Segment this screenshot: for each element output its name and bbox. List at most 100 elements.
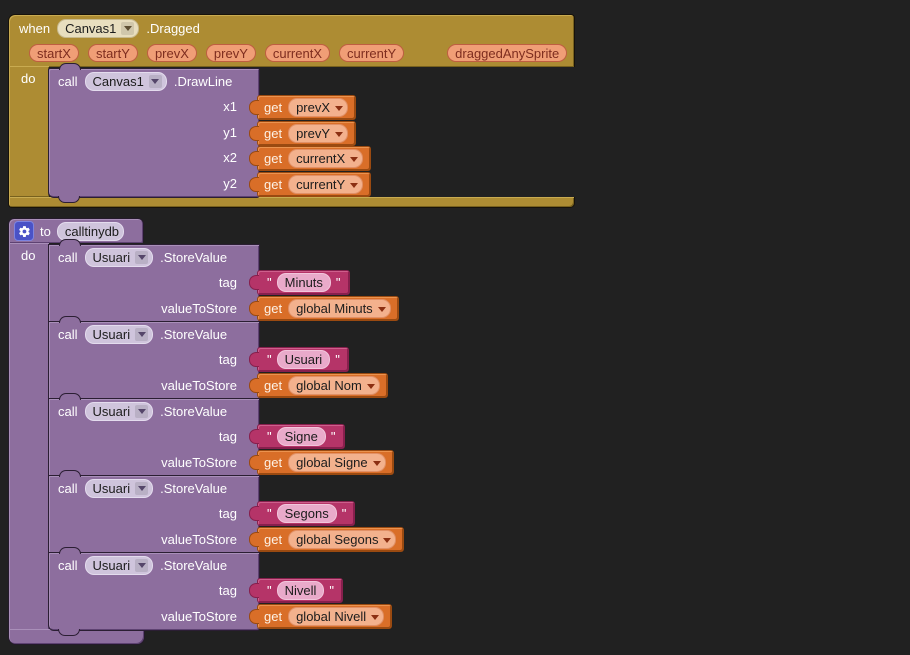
chevron-down-icon[interactable] <box>350 182 359 192</box>
string-quote: " <box>335 352 340 367</box>
string-value-field[interactable]: Nivell <box>276 581 325 600</box>
storevalue-call-block-2[interactable]: call Usuari .StoreValue tag valueToStore <box>48 316 260 400</box>
string-value-field[interactable]: Segons <box>276 504 337 523</box>
component-dropdown[interactable]: Usuari <box>84 556 154 575</box>
when-dragged-event-block[interactable]: when Canvas1 .Dragged startX startY prev… <box>8 14 575 67</box>
param-starty[interactable]: startY <box>87 44 138 62</box>
variable-dropdown[interactable]: global Nivell <box>288 607 385 626</box>
chevron-down-icon[interactable] <box>135 405 149 418</box>
string-value: Signe <box>284 429 318 444</box>
chevron-down-icon[interactable] <box>335 131 344 141</box>
variable-dropdown[interactable]: currentX <box>288 149 364 168</box>
valuetostore-label: valueToStore <box>161 609 237 624</box>
variable-dropdown[interactable]: global Minuts <box>288 299 391 318</box>
chevron-down-icon[interactable] <box>135 251 149 264</box>
variable-name: prevY <box>296 126 331 141</box>
chevron-down-icon[interactable] <box>383 537 392 547</box>
string-value-field[interactable]: Signe <box>276 427 326 446</box>
component-dropdown[interactable]: Usuari <box>84 325 154 344</box>
get-global-minuts-block[interactable]: get global Minuts <box>249 296 399 321</box>
connector-plug <box>249 177 259 192</box>
component-dropdown-value: Usuari <box>92 250 131 265</box>
text-string-block[interactable]: " Usuari " <box>249 347 349 372</box>
variable-dropdown[interactable]: prevY <box>288 124 349 143</box>
connector-plug <box>249 275 259 290</box>
gear-icon[interactable] <box>14 221 34 241</box>
variable-name: currentX <box>296 151 346 166</box>
storevalue-call-block-4[interactable]: call Usuari .StoreValue tag valueToStore <box>48 470 260 554</box>
chevron-down-icon[interactable] <box>135 328 149 341</box>
component-dropdown[interactable]: Usuari <box>84 248 154 267</box>
string-value-field[interactable]: Minuts <box>276 273 331 292</box>
when-keyword: when <box>19 20 51 36</box>
call-keyword: call <box>58 250 78 265</box>
storevalue-call-block-5[interactable]: call Usuari .StoreValue tag valueToStore <box>48 547 260 631</box>
get-global-nom-block[interactable]: get global Nom <box>249 373 388 398</box>
chevron-down-icon[interactable] <box>372 460 381 470</box>
param-draggedanysprite[interactable]: draggedAnySprite <box>447 44 568 62</box>
procedure-foot <box>8 629 145 645</box>
next-connector-tab <box>58 629 80 636</box>
procedure-block-header[interactable]: to calltinydb <box>8 218 144 243</box>
storevalue-call-block-3[interactable]: call Usuari .StoreValue tag valueToStore <box>48 393 260 477</box>
drawline-call-block[interactable]: call Canvas1 .DrawLine x1 y1 x2 y2 <box>48 63 260 198</box>
param-prevx[interactable]: prevX <box>146 44 197 62</box>
text-string-block[interactable]: " Segons " <box>249 501 356 526</box>
chevron-down-icon[interactable] <box>350 156 359 166</box>
call-keyword: call <box>58 481 78 496</box>
get-keyword: get <box>264 532 283 547</box>
tag-label: tag <box>218 583 237 598</box>
text-string-block[interactable]: " Nivell " <box>249 578 344 603</box>
get-global-signe-block[interactable]: get global Signe <box>249 450 394 475</box>
component-dropdown[interactable]: Usuari <box>84 402 154 421</box>
storevalue-call-block-1[interactable]: call Usuari .StoreValue tag valueToStore <box>48 239 260 323</box>
component-dropdown[interactable]: Canvas1 <box>57 18 140 38</box>
param-prevy[interactable]: prevY <box>205 44 256 62</box>
param-currentx[interactable]: currentX <box>264 44 331 62</box>
component-dropdown[interactable]: Usuari <box>84 479 154 498</box>
variable-dropdown[interactable]: currentY <box>288 175 364 194</box>
seam-notch <box>59 63 81 70</box>
get-currentx-block[interactable]: get currentX <box>249 146 372 171</box>
text-string-block[interactable]: " Signe " <box>249 424 345 449</box>
string-value: Nivell <box>284 583 317 598</box>
get-global-segons-block[interactable]: get global Segons <box>249 527 405 552</box>
string-value: Minuts <box>284 275 323 290</box>
string-value: Usuari <box>284 352 323 367</box>
component-dropdown-value: Usuari <box>92 481 131 496</box>
variable-name: global Segons <box>296 532 379 547</box>
param-startx[interactable]: startX <box>29 44 79 62</box>
arg-label-y2: y2 <box>223 175 237 191</box>
chevron-down-icon[interactable] <box>335 105 344 115</box>
chevron-down-icon[interactable] <box>135 482 149 495</box>
variable-dropdown[interactable]: global Segons <box>288 530 397 549</box>
get-currenty-block[interactable]: get currentY <box>249 172 372 197</box>
chevron-down-icon[interactable] <box>135 559 149 572</box>
text-string-block[interactable]: " Minuts " <box>249 270 350 295</box>
component-dropdown[interactable]: Canvas1 <box>84 72 167 91</box>
connector-plug <box>249 532 259 547</box>
variable-dropdown[interactable]: global Nom <box>288 376 380 395</box>
connector-plug <box>249 609 259 624</box>
tag-label: tag <box>218 275 237 290</box>
arg-label-x1: x1 <box>223 99 237 114</box>
chevron-down-icon[interactable] <box>371 614 380 624</box>
next-connector-tab <box>58 196 80 203</box>
chevron-down-icon[interactable] <box>366 383 375 393</box>
get-global-nivell-block[interactable]: get global Nivell <box>249 604 393 629</box>
chevron-down-icon[interactable] <box>121 21 135 35</box>
method-name: .DrawLine <box>173 74 233 89</box>
param-currenty[interactable]: currentY <box>339 44 405 62</box>
variable-dropdown[interactable]: global Signe <box>288 453 386 472</box>
seam-notch <box>59 470 81 477</box>
string-value-field[interactable]: Usuari <box>276 350 331 369</box>
chevron-down-icon[interactable] <box>148 75 162 88</box>
string-quote: " <box>341 506 347 521</box>
variable-dropdown[interactable]: prevX <box>288 98 349 117</box>
event-params-row: startX startY prevX prevY currentX curre… <box>9 41 574 65</box>
chevron-down-icon[interactable] <box>377 306 386 316</box>
procedure-name-field[interactable]: calltinydb <box>56 221 125 241</box>
get-prevx-block[interactable]: get prevX <box>249 95 357 120</box>
get-prevy-block[interactable]: get prevY <box>249 121 357 146</box>
